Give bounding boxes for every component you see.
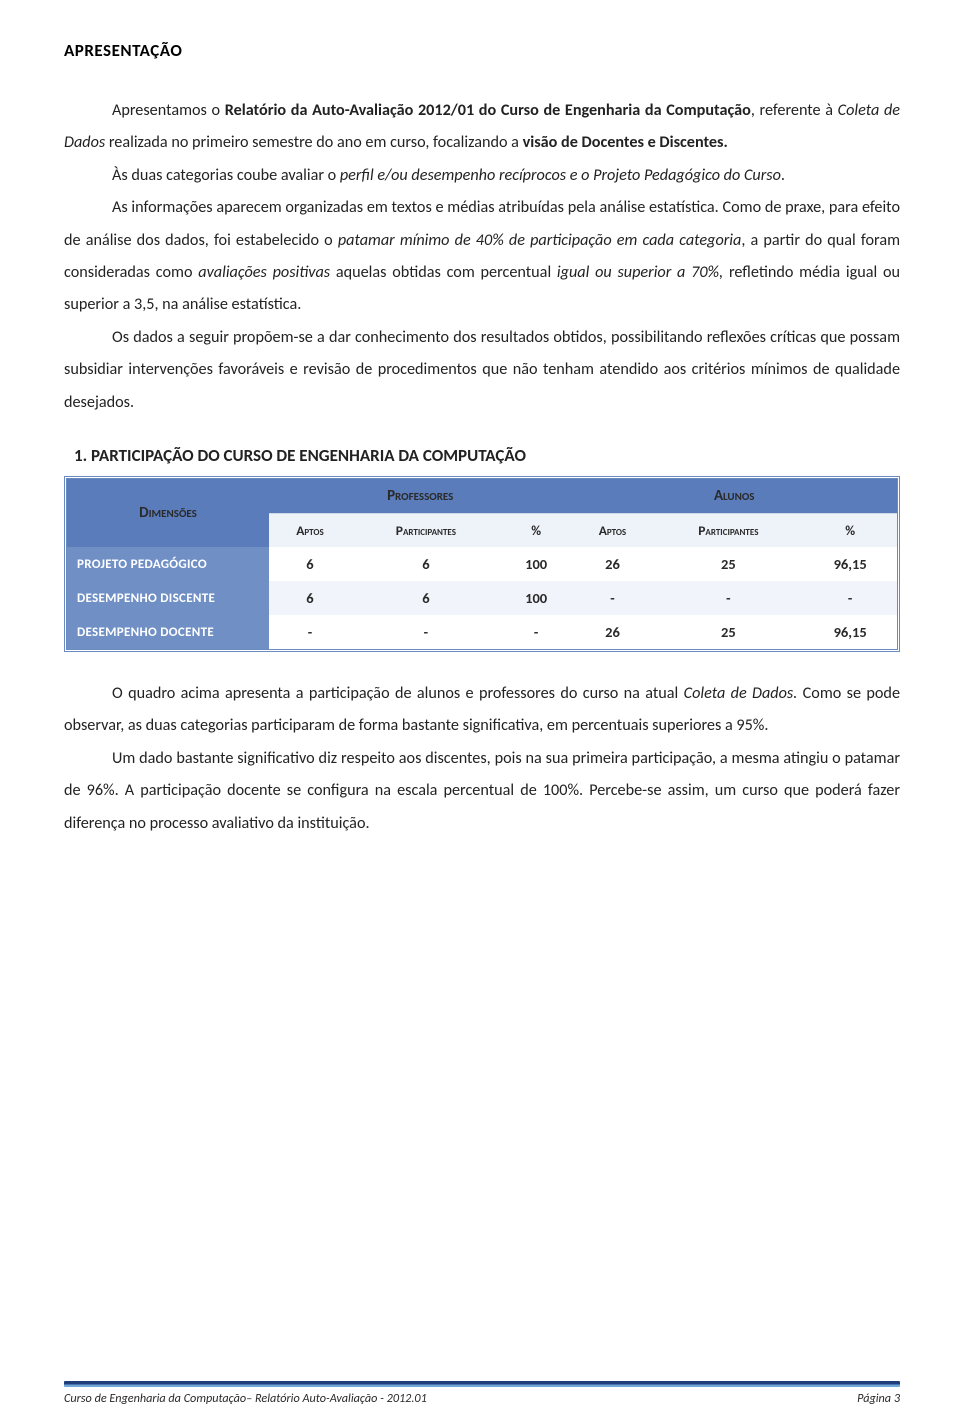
para3-mid2: aquelas obtidas com percentual [330, 263, 557, 282]
cell-prof-part: - [351, 615, 501, 649]
table-header-row: Dimensões Professores Alunos [67, 479, 897, 513]
th-prof-aptos: Aptos [269, 513, 351, 547]
participation-table: Dimensões Professores Alunos Aptos Parti… [64, 476, 900, 652]
cell-al-part: 25 [653, 615, 803, 649]
cell-al-part: - [653, 581, 803, 615]
cell-prof-aptos: 6 [269, 547, 351, 581]
cell-prof-part: 6 [351, 581, 501, 615]
th-al-pct: % [803, 513, 897, 547]
cell-prof-pct: 100 [501, 547, 572, 581]
para5-lead: O quadro acima apresenta a participação … [112, 684, 684, 703]
para1-bold2: visão de Docentes e Discentes. [523, 133, 728, 152]
th-al-aptos: Aptos [571, 513, 653, 547]
row-label: DESEMPENHO DISCENTE [67, 581, 269, 615]
th-prof-pct: % [501, 513, 572, 547]
footer-page-number: Página 3 [857, 1391, 900, 1406]
cell-al-pct: - [803, 581, 897, 615]
paragraph-3: As informações aparecem organizadas em t… [64, 192, 900, 322]
para2-lead: Às duas categorias coube avaliar o [112, 166, 340, 185]
paragraph-5: O quadro acima apresenta a participação … [64, 678, 900, 743]
row-label: PROJETO PEDAGÓGICO [67, 547, 269, 581]
cell-al-aptos: - [571, 581, 653, 615]
paragraph-4: Os dados a seguir propõem-se a dar conhe… [64, 322, 900, 419]
section2-number: 1. [74, 445, 87, 466]
para1-lead: Apresentamos o [112, 101, 225, 120]
para1-mid2: realizada no primeiro semestre do ano em… [105, 133, 522, 152]
paragraph-2: Às duas categorias coube avaliar o perfi… [64, 160, 900, 192]
th-al-participantes: Participantes [653, 513, 803, 547]
cell-al-pct: 96,15 [803, 547, 897, 581]
paragraph-6: Um dado bastante significativo diz respe… [64, 743, 900, 840]
row-label: DESEMPENHO DOCENTE [67, 615, 269, 649]
cell-prof-aptos: - [269, 615, 351, 649]
cell-al-part: 25 [653, 547, 803, 581]
section-heading-apresentacao: APRESENTAÇÃO [64, 40, 900, 61]
paragraph-1: Apresentamos o Relatório da Auto-Avaliaç… [64, 95, 900, 160]
body-text-lower: O quadro acima apresenta a participação … [64, 678, 900, 840]
cell-prof-aptos: 6 [269, 581, 351, 615]
cell-al-aptos: 26 [571, 547, 653, 581]
cell-al-pct: 96,15 [803, 615, 897, 649]
section2-title: PARTICIPAÇÃO DO CURSO DE ENGENHARIA DA C… [91, 445, 526, 466]
page-footer: Curso de Engenharia da Computação– Relat… [0, 1381, 960, 1406]
footer-divider [64, 1381, 900, 1387]
th-dimensoes: Dimensões [67, 479, 269, 547]
para3-italic1: patamar mínimo de 40% de participação em… [338, 231, 742, 250]
footer-left-text: Curso de Engenharia da Computação– Relat… [64, 1391, 427, 1406]
section-heading-participacao: 1. PARTICIPAÇÃO DO CURSO DE ENGENHARIA D… [74, 445, 900, 466]
para3-italic3: igual ou superior a 70%, [557, 263, 723, 282]
table-row: DESEMPENHO DOCENTE - - - 26 25 96,15 [67, 615, 897, 649]
body-text: Apresentamos o Relatório da Auto-Avaliaç… [64, 95, 900, 419]
document-page: APRESENTAÇÃO Apresentamos o Relatório da… [0, 0, 960, 1424]
table-row: PROJETO PEDAGÓGICO 6 6 100 26 25 96,15 [67, 547, 897, 581]
para3-italic2: avaliações positivas [198, 263, 330, 282]
para5-italic1: Coleta de Dados. [684, 684, 798, 703]
para1-mid1: , referente à [751, 101, 838, 120]
cell-prof-pct: - [501, 615, 572, 649]
th-prof-participantes: Participantes [351, 513, 501, 547]
cell-prof-part: 6 [351, 547, 501, 581]
th-alunos: Alunos [571, 479, 897, 513]
cell-al-aptos: 26 [571, 615, 653, 649]
table-row: DESEMPENHO DISCENTE 6 6 100 - - - [67, 581, 897, 615]
para1-bold1: Relatório da Auto-Avaliação 2012/01 do C… [225, 101, 751, 120]
th-professores: Professores [269, 479, 571, 513]
para2-tail: . [781, 166, 785, 185]
cell-prof-pct: 100 [501, 581, 572, 615]
para2-italic1: perfil e/ou desempenho recíprocos e o Pr… [340, 166, 781, 185]
